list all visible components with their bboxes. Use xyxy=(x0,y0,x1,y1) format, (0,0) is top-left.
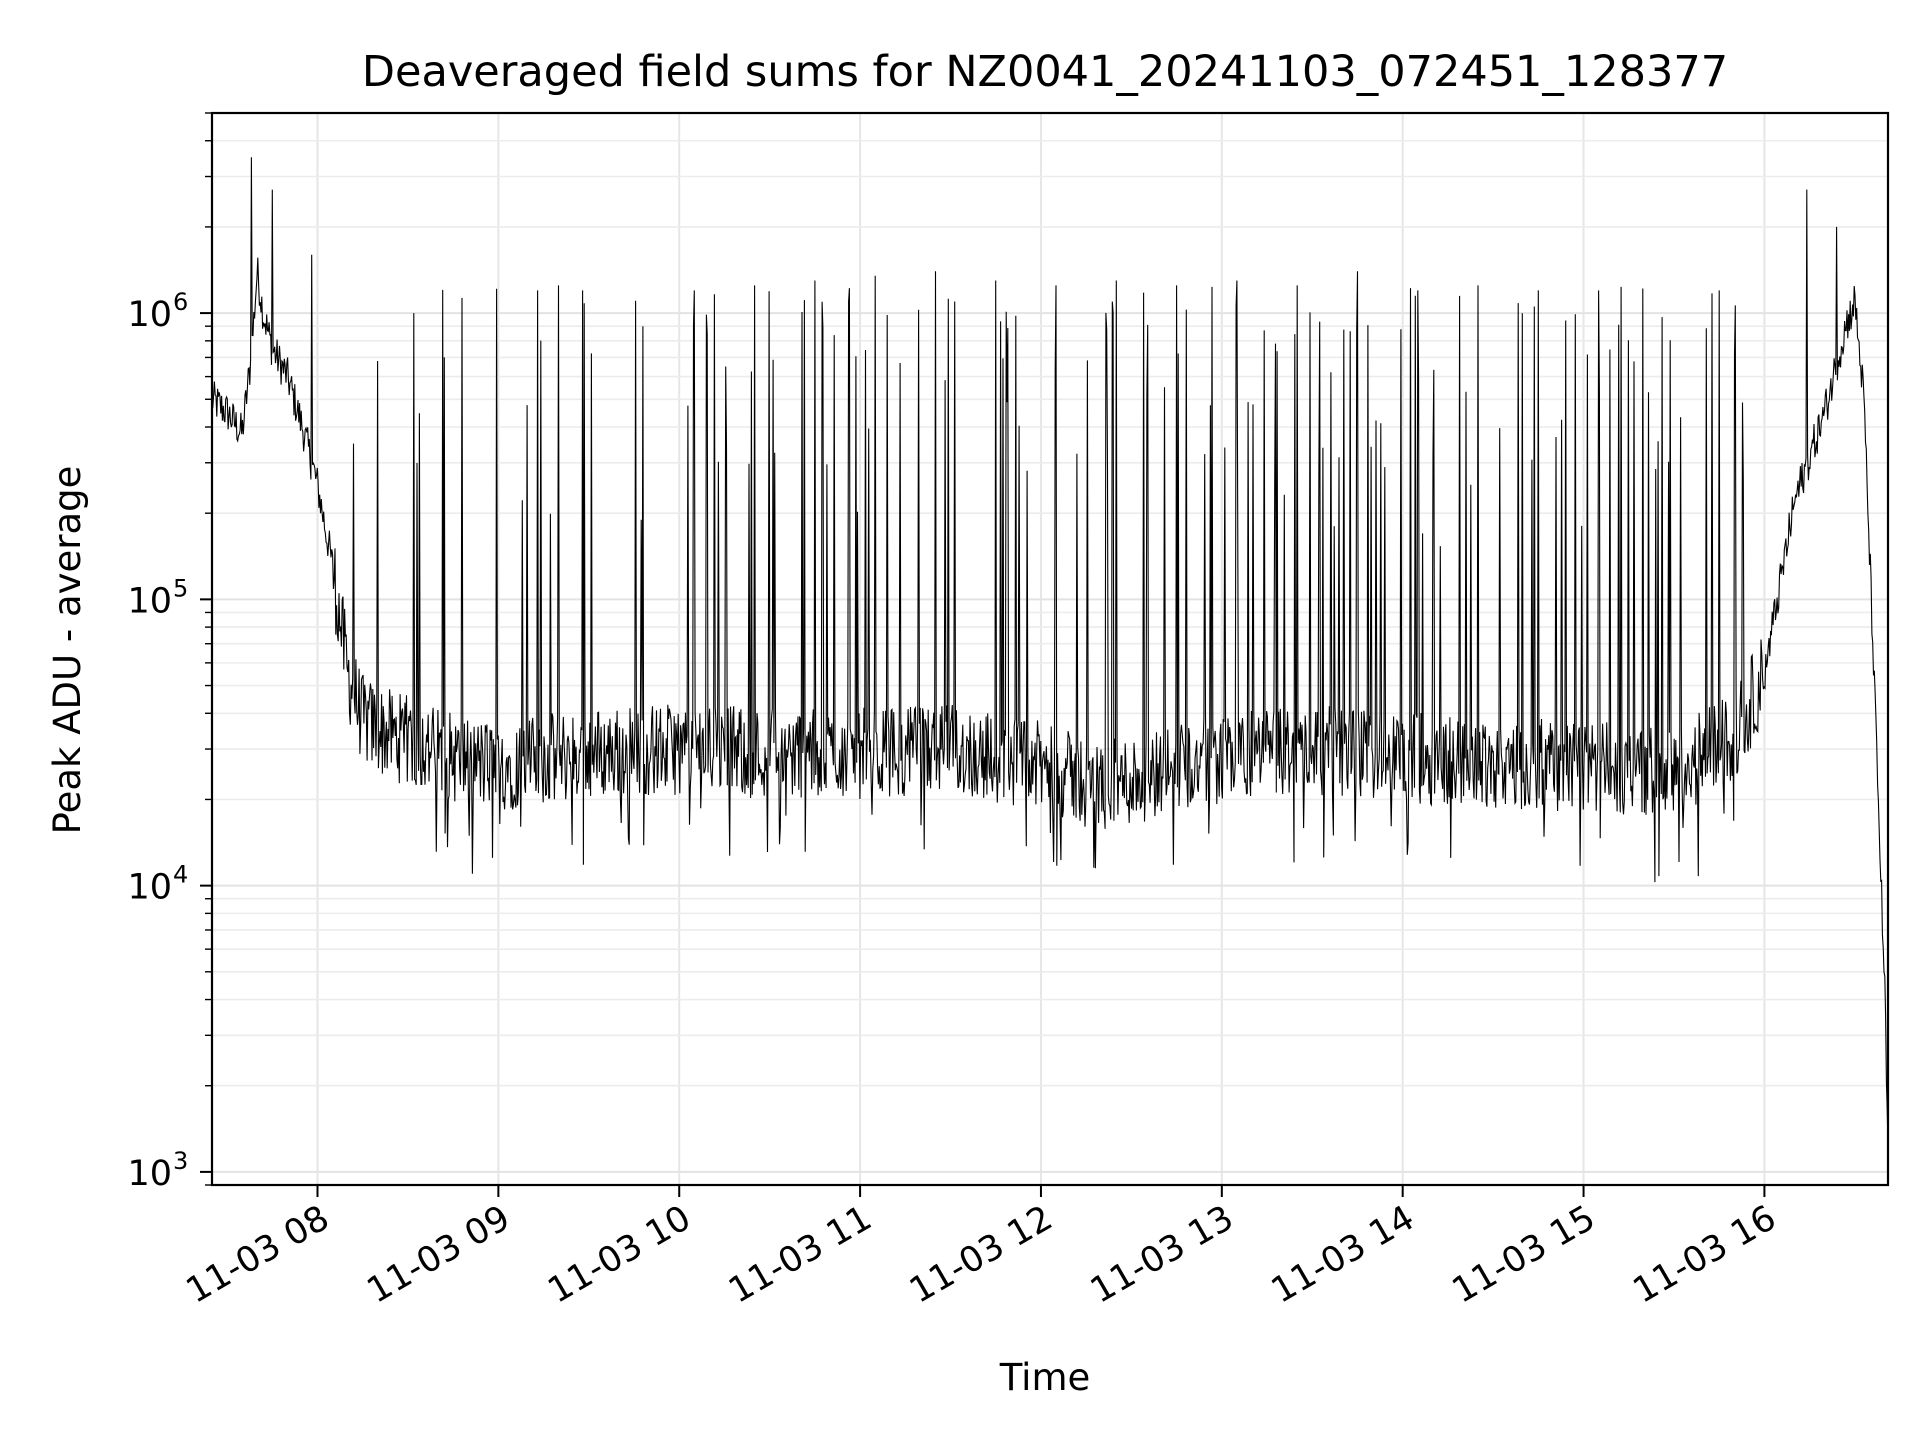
x-tick-label: 11-03 16 xyxy=(1627,1198,1783,1311)
y-tick-exponent: 4 xyxy=(173,861,188,889)
x-tick-label: 11-03 10 xyxy=(541,1198,697,1311)
data-layer xyxy=(211,157,1889,1148)
y-tick-label: 10 xyxy=(127,581,172,621)
y-tick-label: 10 xyxy=(127,295,172,335)
x-tick-label: 11-03 15 xyxy=(1446,1198,1602,1311)
y-tick-exponent: 3 xyxy=(173,1147,188,1175)
x-tick-label: 11-03 13 xyxy=(1084,1198,1240,1311)
y-axis-label: Peak ADU - average xyxy=(46,466,89,835)
y-tick-exponent: 6 xyxy=(173,288,188,316)
x-tick-label: 11-03 11 xyxy=(722,1198,878,1311)
x-tick-label: 11-03 12 xyxy=(903,1198,1059,1311)
x-tick-label: 11-03 08 xyxy=(180,1198,336,1311)
x-tick-label: 11-03 09 xyxy=(361,1198,517,1311)
x-axis: 11-03 08 11-03 09 11-03 10 11-03 11 11-03 12… xyxy=(180,1185,1783,1311)
y-tick-exponent: 5 xyxy=(173,574,188,602)
chart-title: Deaveraged field sums for NZ0041_2024110… xyxy=(362,47,1728,97)
x-tick-label: 11-03 14 xyxy=(1265,1198,1421,1311)
grid xyxy=(212,112,1888,1186)
plot-frame xyxy=(210,111,1890,1187)
y-tick-label: 10 xyxy=(127,868,172,908)
series-line xyxy=(211,157,1889,1148)
x-axis-label: Time xyxy=(999,1356,1091,1399)
y-tick-label: 10 xyxy=(127,1154,172,1194)
